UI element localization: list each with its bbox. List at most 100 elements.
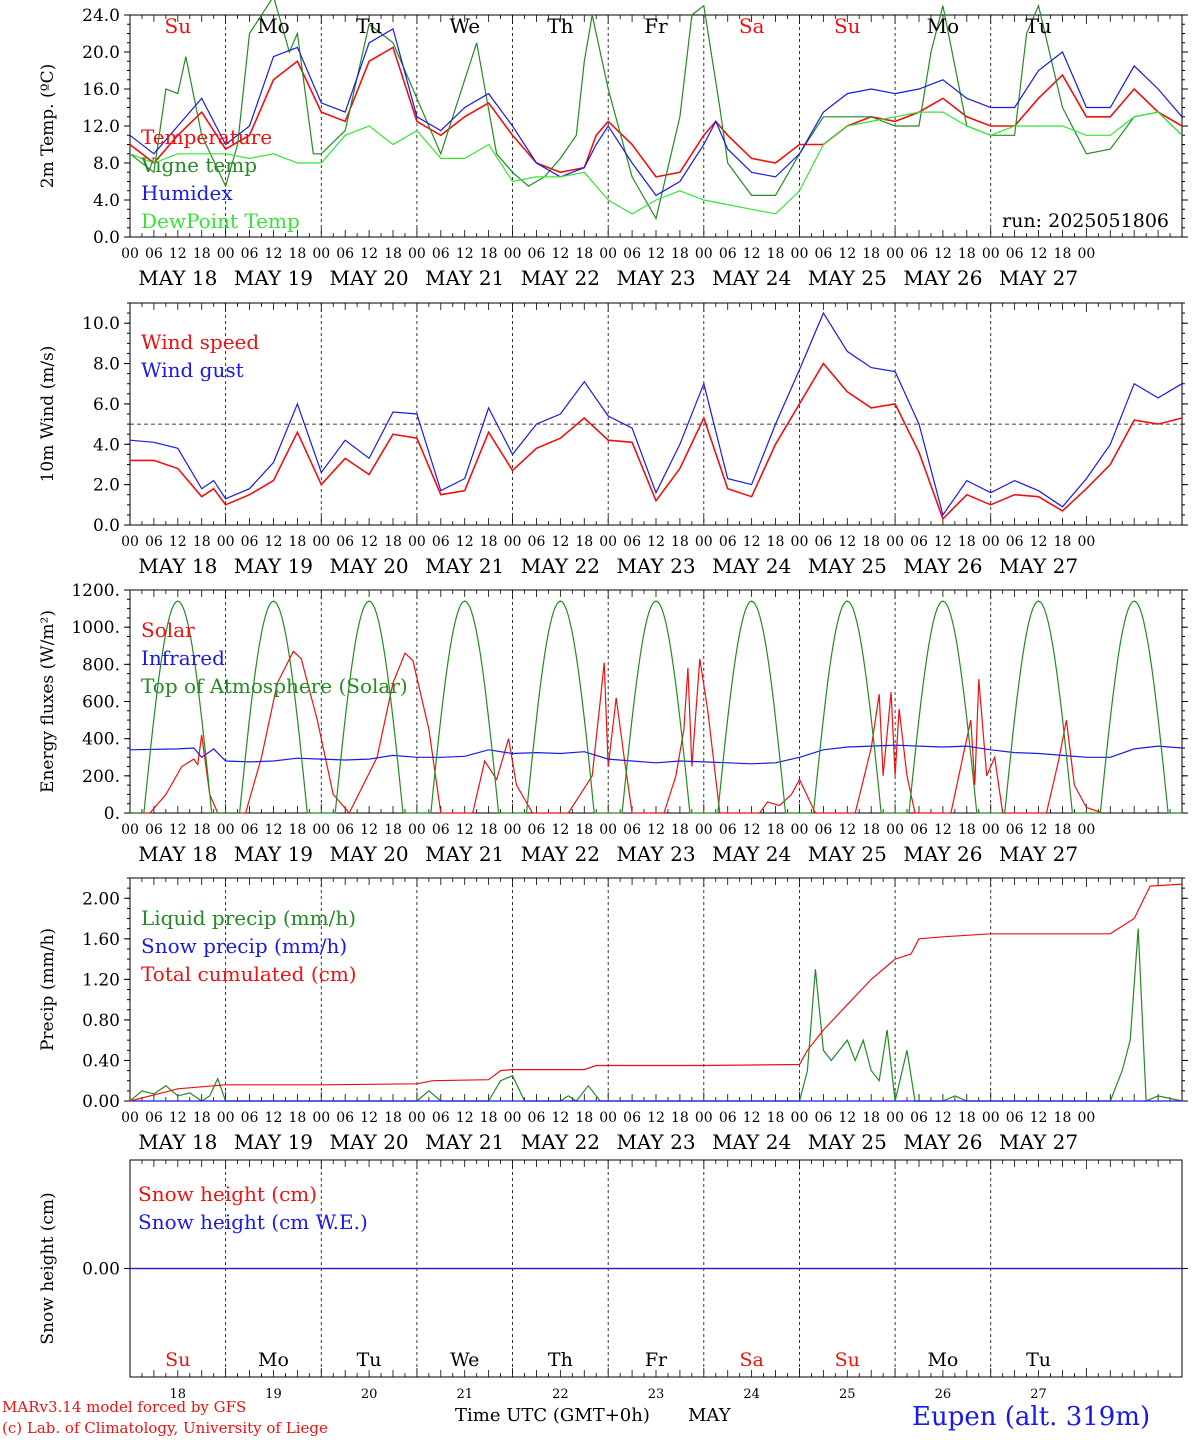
hour-tick-label: 00: [408, 822, 426, 838]
date-label: MAY 20: [330, 554, 409, 578]
hour-tick-label: 00: [217, 534, 235, 550]
hour-tick-label: 00: [695, 246, 713, 262]
legend-entry: Wind gust: [141, 358, 244, 382]
date-label: MAY 19: [234, 1130, 313, 1154]
legend-entry: Total cumulated (cm): [141, 962, 357, 986]
y-tick-label: 8.0: [93, 355, 120, 375]
hour-tick-label: 18: [958, 534, 976, 550]
hour-tick-label: 12: [743, 534, 761, 550]
date-label: MAY 25: [808, 1130, 887, 1154]
y-tick-label: 0.80: [82, 1011, 120, 1031]
series-infrared: [129, 744, 1183, 765]
hour-tick-label: 06: [336, 1110, 354, 1126]
day-number: 22: [552, 1387, 569, 1402]
day-name-top: Fr: [644, 14, 668, 38]
legend-entry: Snow height (cm W.E.): [138, 1210, 368, 1234]
hour-tick-label: 18: [671, 822, 689, 838]
time-axis-label: Time UTC (GMT+0h): [455, 1405, 650, 1426]
hour-tick-label: 06: [432, 822, 450, 838]
hour-tick-label: 06: [432, 1110, 450, 1126]
hour-tick-label: 12: [1030, 246, 1048, 262]
legend-entry: Top of Atmosphere (Solar): [141, 674, 408, 698]
y-tick-label: 6.0: [93, 395, 120, 415]
day-name-bottom: Sa: [739, 1349, 763, 1371]
hour-tick-label: 12: [838, 246, 856, 262]
date-label: MAY 25: [808, 266, 887, 290]
hour-tick-label: 12: [265, 534, 283, 550]
model-credit: MARv3.14 model forced by GFS: [2, 1398, 247, 1416]
y-axis-title: Precip (mm/h): [38, 928, 58, 1051]
hour-tick-label: 12: [934, 1110, 952, 1126]
hour-tick-label: 18: [958, 822, 976, 838]
hour-tick-label: 06: [719, 822, 737, 838]
hour-tick-label: 00: [504, 246, 522, 262]
day-number: 18: [170, 1387, 187, 1402]
day-name-bottom: Mo: [927, 1349, 958, 1371]
run-label: run: 2025051806: [1002, 210, 1169, 232]
hour-tick-label: 00: [408, 1110, 426, 1126]
hour-tick-label: 00: [791, 822, 809, 838]
hour-tick-label: 12: [551, 246, 569, 262]
hour-tick-label: 06: [623, 246, 641, 262]
legend-entry: Liquid precip (mm/h): [141, 906, 356, 930]
date-label: MAY 23: [616, 266, 695, 290]
hour-tick-label: 18: [480, 822, 498, 838]
day-name-bottom: Tu: [1026, 1349, 1051, 1371]
hour-tick-label: 06: [910, 1110, 928, 1126]
date-label: MAY 26: [903, 266, 982, 290]
hour-tick-label: 00: [121, 1110, 139, 1126]
series-wind-speed: [130, 362, 1183, 521]
y-tick-label: 2.00: [82, 889, 120, 909]
y-axis-title: 2m Temp. (ºC): [38, 64, 58, 189]
hour-tick-label: 06: [623, 822, 641, 838]
date-label: MAY 21: [425, 1130, 504, 1154]
date-label: MAY 19: [234, 554, 313, 578]
hour-tick-label: 18: [767, 822, 785, 838]
hour-tick-label: 06: [719, 246, 737, 262]
hour-tick-label: 12: [934, 534, 952, 550]
day-name-top: Sa: [739, 14, 765, 38]
hour-tick-label: 00: [504, 822, 522, 838]
hour-tick-label: 12: [169, 246, 187, 262]
panel-4: 0.00 0.40 0.80 1.20 1.60 2.00 Precip (mm/h) Liq…: [38, 877, 1188, 1154]
hour-tick-label: 12: [169, 534, 187, 550]
hour-tick-label: 06: [145, 822, 163, 838]
hour-tick-label: 12: [1030, 1110, 1048, 1126]
hour-tick-label: 12: [551, 822, 569, 838]
day-number: 19: [265, 1387, 282, 1402]
hour-tick-label: 00: [599, 246, 617, 262]
day-name-top: Su: [834, 14, 861, 38]
y-tick-label: 600.: [82, 693, 120, 713]
hour-tick-label: 12: [360, 822, 378, 838]
date-label: MAY 20: [330, 842, 409, 866]
hour-tick-label: 18: [958, 246, 976, 262]
hour-tick-label: 06: [336, 822, 354, 838]
date-label: MAY 24: [712, 842, 791, 866]
legend-entry: Snow precip (mm/h): [141, 934, 347, 958]
hour-tick-label: 00: [599, 822, 617, 838]
hour-tick-label: 00: [121, 822, 139, 838]
day-name-bottom: Th: [548, 1349, 573, 1371]
hour-tick-label: 00: [886, 534, 904, 550]
hour-tick-label: 06: [432, 246, 450, 262]
date-label: MAY 27: [999, 554, 1078, 578]
hour-tick-label: 18: [288, 1110, 306, 1126]
date-label: MAY 18: [138, 554, 217, 578]
hour-tick-label: 18: [575, 1110, 593, 1126]
date-label: MAY 21: [425, 842, 504, 866]
date-label: MAY 27: [999, 266, 1078, 290]
hour-tick-label: 12: [360, 534, 378, 550]
day-name-bottom: We: [450, 1349, 479, 1371]
hour-tick-label: 18: [862, 1110, 880, 1126]
hour-tick-label: 18: [1054, 246, 1072, 262]
day-name-top: Mo: [257, 14, 290, 38]
hour-tick-label: 00: [312, 534, 330, 550]
hour-tick-label: 12: [265, 822, 283, 838]
hour-tick-label: 12: [838, 534, 856, 550]
hour-tick-label: 18: [288, 534, 306, 550]
month-label: MAY: [688, 1405, 731, 1426]
panel-1: 0.0 4.0 8.0 12.0 16.0 20.0 24.0 2m Temp. (ºC) Te…: [38, 0, 1188, 290]
day-number: 25: [839, 1387, 856, 1402]
y-tick-label: 800.: [82, 655, 120, 675]
hour-tick-label: 12: [551, 1110, 569, 1126]
